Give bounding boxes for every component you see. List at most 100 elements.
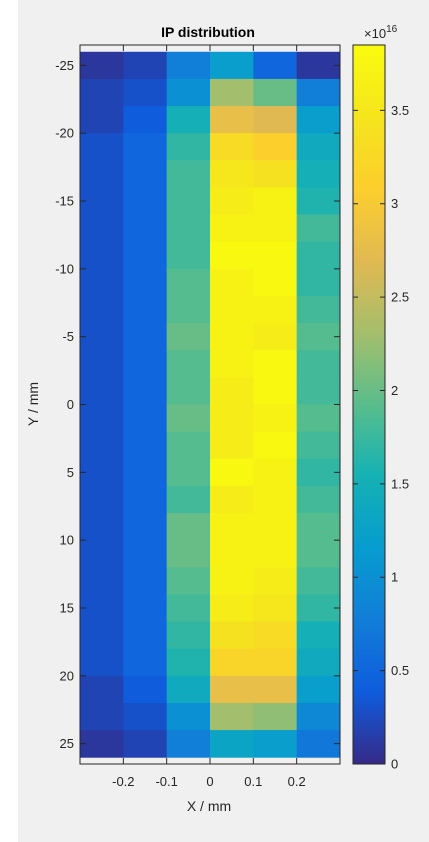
x-tick-label: -0.1 [155,774,177,789]
heatmap-cell [123,458,168,487]
heatmap-cell [123,675,168,704]
colorbar-tick-label: 3.5 [391,103,409,118]
heatmap-cell [210,241,254,270]
heatmap-cell [210,350,254,378]
heatmap-cell [296,51,341,80]
heatmap-cell [80,702,124,731]
heatmap-cell [296,675,341,704]
heatmap-cell [253,458,298,487]
heatmap-cell [123,404,168,433]
heatmap-cell [296,404,341,433]
x-axis: -0.2 -0.1 0 0.1 0.2 [112,45,306,789]
heatmap-cell [253,594,298,623]
heatmap-cell [296,621,341,650]
x-axis-title: X / mm [187,798,231,814]
heatmap-cell [253,377,298,405]
heatmap-cell [166,160,211,188]
heatmap-cell [253,404,298,433]
y-tick-label: 20 [60,668,74,683]
heatmap-cell [296,485,341,514]
heatmap-cell [296,431,341,460]
heatmap-cell [296,702,341,731]
heatmap-cell [253,540,298,568]
heatmap-cell [123,214,168,243]
colorbar-exponent: ×1016 [364,24,398,41]
heatmap-cell [296,648,341,677]
y-tick-label: -20 [55,126,74,141]
heatmap-cell [123,431,168,460]
heatmap-cell [296,540,341,568]
heatmap-chart: IP distribution -25-20-15-10-50510152025… [25,24,409,814]
heatmap-cell [80,51,124,80]
heatmap-cell [80,675,124,704]
chart-title: IP distribution [161,24,255,40]
heatmap-cell [123,323,168,351]
heatmap-cell [210,621,254,650]
heatmap-cell [253,350,298,378]
heatmap-cell [253,160,298,188]
figure: IP distribution -25 -20 -15 -10 -5 0 5 10 15 20 25… [18,0,429,842]
heatmap-cell [210,214,254,243]
y-tick-label: -15 [55,194,74,209]
heatmap-cell [123,350,168,378]
heatmap-cell [123,513,168,541]
heatmap-cell [296,187,341,216]
heatmap-cell [80,214,124,243]
heatmap-cell [166,295,211,324]
heatmap-cell [253,323,298,351]
heatmap-cell [166,431,211,460]
heatmap-cell [166,350,211,378]
heatmap-cell [210,377,254,405]
heatmap-cell [253,513,298,541]
heatmap-cell [210,51,254,80]
heatmap-cell [80,594,124,623]
heatmap-cell [80,187,124,216]
heatmap-cell [210,404,254,433]
heatmap-cell [253,51,298,80]
y-tick-label: 15 [60,600,74,615]
heatmap-cell [80,295,124,324]
y-tick-label: 10 [60,533,74,548]
heatmap-cell [123,648,168,677]
heatmap-cell [296,377,341,405]
heatmap-cell [123,485,168,514]
colorbar-tick-label: 1 [391,570,398,585]
heatmap-cell [253,730,298,758]
colorbar-tick-label: 3 [391,196,398,211]
heatmap-cell [253,648,298,677]
colorbar-tick-label: 2.5 [391,290,409,305]
heatmap-cell [210,458,254,487]
heatmap-cell [166,106,211,134]
heatmap-cell [166,51,211,80]
heatmap-cell [210,540,254,568]
y-tick-label: 5 [67,465,74,480]
heatmap-cell [80,133,124,161]
colorbar-tick-label: 0 [391,757,398,772]
y-tick-label: -25 [55,58,74,73]
heatmap-cell [166,621,211,650]
heatmap-cell [210,594,254,623]
heatmap-cell [210,160,254,188]
heatmap-cell [253,485,298,514]
heatmap-cell [166,377,211,405]
heatmap-cell [123,78,168,107]
heatmap-cell [210,730,254,758]
heatmap-cell [166,540,211,568]
heatmap-cell [210,485,254,514]
heatmap-cell [80,377,124,405]
heatmap-cell [123,187,168,216]
heatmap-cell [80,160,124,188]
heatmap-cell [80,106,124,134]
heatmap-cell [253,702,298,731]
heatmap-cell [210,268,254,297]
x-tick-label: -0.2 [112,774,134,789]
heatmap-cell [166,187,211,216]
heatmap-cell [253,106,298,134]
heatmap-cell [123,106,168,134]
heatmap-cell [123,133,168,161]
heatmap-cell [296,350,341,378]
heatmap-cell [80,485,124,514]
heatmap-cell [80,540,124,568]
heatmap-cell [166,594,211,623]
heatmap-cell [253,675,298,704]
